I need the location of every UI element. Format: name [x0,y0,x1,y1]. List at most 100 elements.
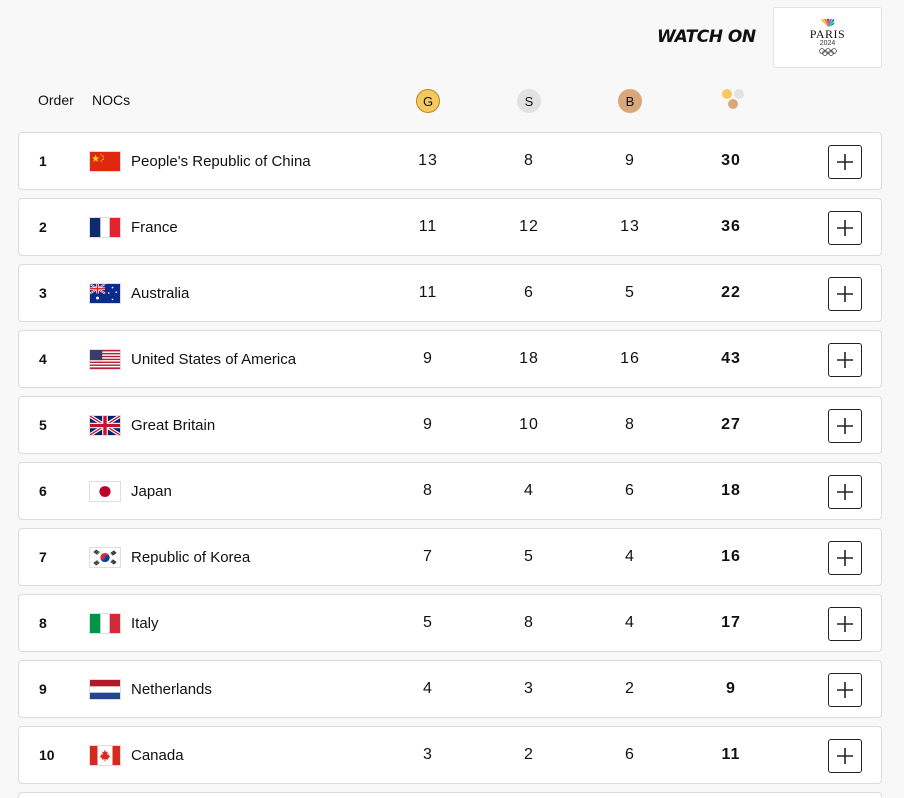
table-row[interactable]: 4 United States of America 9 18 16 43 [18,330,882,388]
total-count: 27 [721,416,741,433]
plus-icon [837,682,853,698]
expand-row-button[interactable] [828,409,862,443]
logo-paris-text: PARIS [809,27,846,41]
gold-medal-header[interactable]: G [416,89,440,113]
gold-count: 7 [423,548,433,565]
silver-count: 12 [519,218,539,235]
rank-cell: 8 [39,615,47,631]
bronze-count: 4 [625,548,635,565]
bronze-count: 4 [625,614,635,631]
expand-row-button[interactable] [828,673,862,707]
country-name[interactable]: Republic of Korea [131,548,251,566]
bronze-count: 6 [625,746,635,763]
gold-count: 8 [423,482,433,499]
expand-row-button[interactable] [828,541,862,575]
gold-count: 11 [418,284,438,301]
total-count: 16 [721,548,741,565]
plus-icon [837,748,853,764]
rank-cell: 6 [39,483,47,499]
plus-icon [837,550,853,566]
silver-count: 2 [524,746,534,763]
table-row[interactable]: 6 Japan 8 4 6 18 [18,462,882,520]
peacock-icon [821,19,834,27]
plus-icon [837,220,853,236]
expand-row-button[interactable] [828,145,862,179]
china-flag [89,133,121,189]
bronze-count: 5 [625,284,635,301]
silver-medal-header[interactable]: S [517,89,541,113]
total-count: 43 [721,350,741,367]
olympic-rings-icon [818,48,837,56]
plus-icon [837,352,853,368]
noc-column-header[interactable]: NOCs [92,92,131,108]
medal-table: 1 People's Republic of China 13 8 9 30 2 France… [18,132,882,792]
japan-flag [89,463,121,519]
rank-cell: 1 [39,153,47,169]
gold-count: 5 [423,614,433,631]
rank-cell: 10 [39,747,55,763]
expand-row-button[interactable] [828,475,862,509]
expand-row-button[interactable] [828,277,862,311]
country-name[interactable]: People's Republic of China [131,152,311,170]
table-row[interactable]: 1 People's Republic of China 13 8 9 30 [18,132,882,190]
silver-count: 8 [524,614,534,631]
table-row[interactable] [18,792,882,798]
medals-total-icon[interactable] [719,88,747,112]
bronze-medal-header[interactable]: B [618,89,642,113]
italy-flag [89,595,121,651]
table-row[interactable]: 8 Italy 5 8 4 17 [18,594,882,652]
rank-cell: 7 [39,549,47,565]
silver-count: 10 [519,416,539,433]
order-column-header[interactable]: Order [38,92,74,108]
country-name[interactable]: Japan [131,482,172,500]
table-row[interactable]: 7 Republic of Korea 7 5 4 16 [18,528,882,586]
country-name[interactable]: Canada [131,746,184,764]
france-flag [89,199,121,255]
table-row[interactable]: 10 Canada 3 2 6 11 [18,726,882,784]
country-name[interactable]: Great Britain [131,416,216,434]
netherlands-flag [89,661,121,717]
great-britain-flag [89,397,121,453]
plus-icon [837,154,853,170]
table-row[interactable]: 9 Netherlands 4 3 2 9 [18,660,882,718]
plus-icon [837,484,853,500]
expand-row-button[interactable] [828,607,862,641]
country-name[interactable]: France [131,218,178,236]
gold-count: 11 [418,218,438,235]
country-name[interactable]: Netherlands [131,680,212,698]
expand-row-button[interactable] [828,739,862,773]
plus-icon [837,286,853,302]
total-count: 18 [721,482,741,499]
gold-count: 9 [423,350,433,367]
total-count: 11 [721,746,741,763]
nbc-paris-2024-logo[interactable]: PARIS 2024 [773,7,882,68]
bronze-count: 6 [625,482,635,499]
usa-flag [89,331,121,387]
table-row[interactable]: 3 Australia 11 6 5 22 [18,264,882,322]
korea-flag [89,529,121,585]
silver-count: 3 [524,680,534,697]
table-row[interactable]: 5 Great Britain 9 10 8 27 [18,396,882,454]
country-name[interactable]: Australia [131,284,190,302]
rank-cell: 2 [39,219,47,235]
country-name[interactable]: United States of America [131,350,297,368]
rank-cell: 9 [39,681,47,697]
plus-icon [837,616,853,632]
table-row[interactable]: 2 France 11 12 13 36 [18,198,882,256]
total-count: 22 [721,284,741,301]
silver-count: 8 [524,152,534,169]
country-name[interactable]: Italy [131,614,159,632]
bronze-count: 2 [625,680,635,697]
total-count: 30 [721,152,741,169]
bronze-count: 9 [625,152,635,169]
canada-flag [89,727,121,783]
total-count: 9 [726,680,736,697]
silver-count: 5 [524,548,534,565]
watch-on-label: WATCH ON [657,27,756,47]
total-count: 17 [721,614,741,631]
expand-row-button[interactable] [828,211,862,245]
expand-row-button[interactable] [828,343,862,377]
australia-flag [89,265,121,321]
logo-year-text: 2024 [819,40,836,47]
bronze-count: 16 [620,350,640,367]
